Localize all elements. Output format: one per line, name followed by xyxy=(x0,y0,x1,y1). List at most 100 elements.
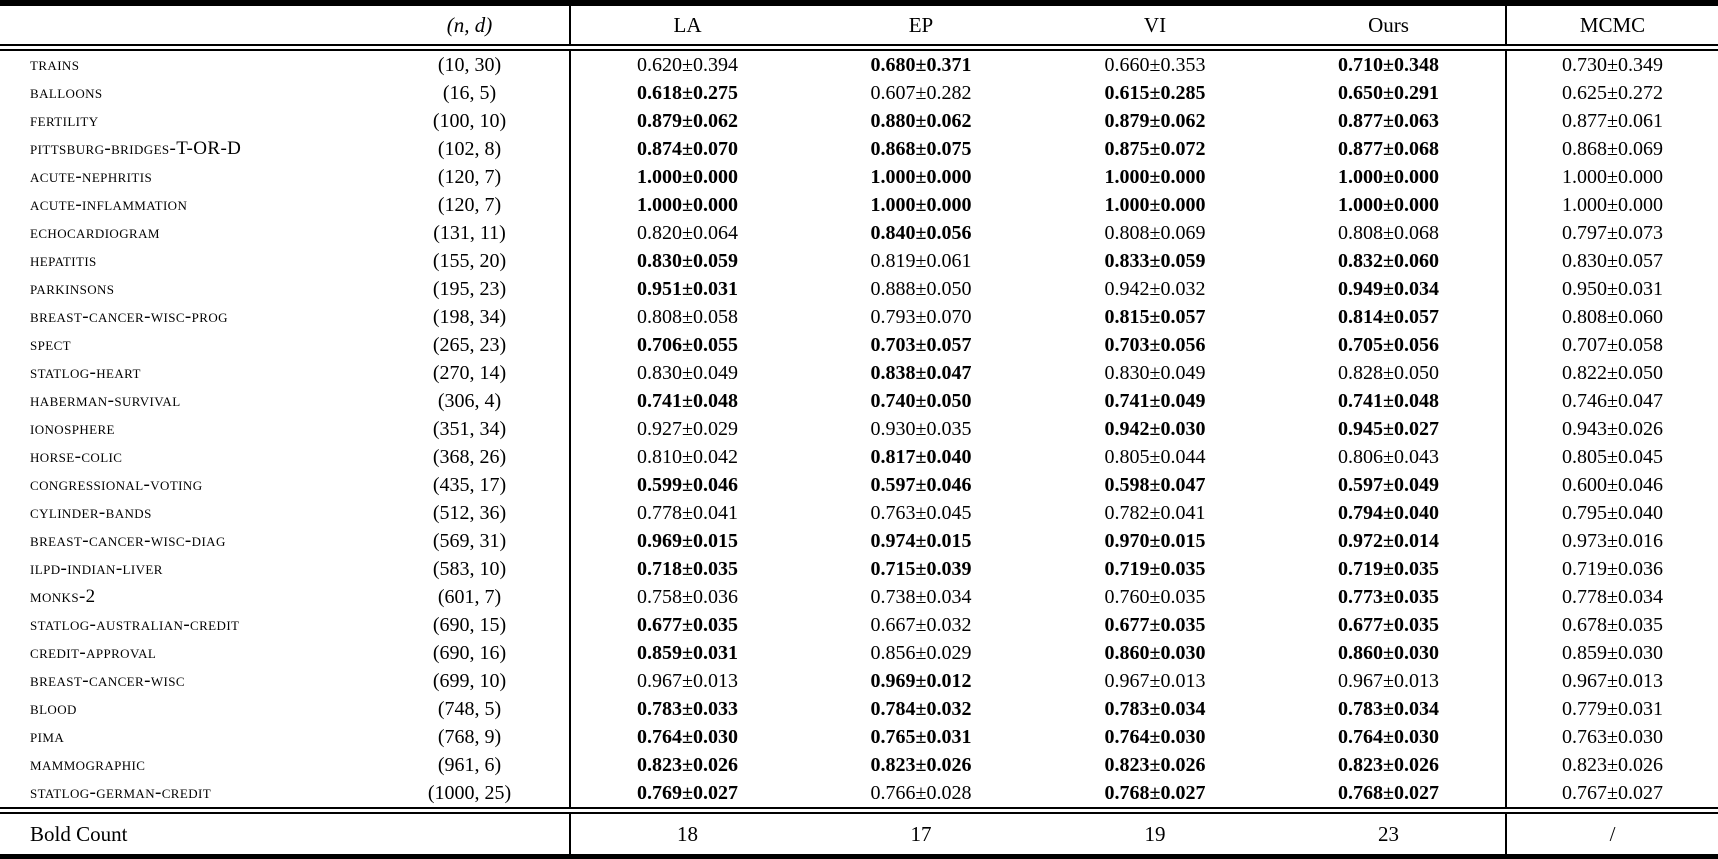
header-ep: EP xyxy=(908,12,934,37)
cell-vi: 0.967±0.013 xyxy=(1104,669,1206,692)
cell-ep: 0.703±0.057 xyxy=(870,333,972,356)
dataset-shape: (120, 7) xyxy=(437,193,502,216)
header-row: (n, d) LA EP VI Ours MCMC xyxy=(0,3,1718,48)
table-row: acute-nephritis (120, 7) 1.000±0.000 1.0… xyxy=(0,163,1718,191)
bold-count-ours: 23 xyxy=(1378,821,1399,846)
dataset-shape: (961, 6) xyxy=(437,753,502,776)
cell-la: 0.830±0.059 xyxy=(569,247,804,275)
cell-vi: 0.764±0.030 xyxy=(1104,725,1206,748)
cell-ours: 0.972±0.014 xyxy=(1338,529,1439,552)
cell-mcmc: 0.600±0.046 xyxy=(1505,471,1718,499)
cell-ours: 0.710±0.348 xyxy=(1338,53,1439,76)
bold-count-mcmc: / xyxy=(1505,810,1718,857)
cell-la: 0.810±0.042 xyxy=(569,443,804,471)
cell-la: 0.599±0.046 xyxy=(569,471,804,499)
table-row: spect (265, 23) 0.706±0.055 0.703±0.057 … xyxy=(0,331,1718,359)
cell-ours: 0.705±0.056 xyxy=(1338,333,1439,356)
dataset-name: credit-approval xyxy=(30,642,157,663)
cell-ep: 0.607±0.282 xyxy=(870,81,972,104)
dataset-shape: (131, 11) xyxy=(433,221,506,244)
cell-ours: 0.677±0.035 xyxy=(1338,613,1439,636)
dataset-name: horse-colic xyxy=(30,446,123,467)
cell-vi: 0.677±0.035 xyxy=(1104,613,1206,636)
cell-ep: 0.766±0.028 xyxy=(870,781,972,804)
cell-la: 0.823±0.026 xyxy=(569,751,804,779)
dataset-shape: (120, 7) xyxy=(437,165,502,188)
cell-ours: 0.806±0.043 xyxy=(1338,445,1439,468)
cell-la: 1.000±0.000 xyxy=(569,163,804,191)
cell-vi: 0.879±0.062 xyxy=(1104,109,1206,132)
cell-ours: 0.823±0.026 xyxy=(1338,753,1439,776)
cell-ours: 0.597±0.049 xyxy=(1338,473,1439,496)
cell-ours: 0.764±0.030 xyxy=(1338,725,1439,748)
cell-ep: 0.793±0.070 xyxy=(870,305,972,328)
dataset-name: echocardiogram xyxy=(30,222,160,243)
dataset-name: statlog-heart xyxy=(30,362,141,383)
cell-vi: 0.703±0.056 xyxy=(1104,333,1206,356)
table-row: breast-cancer-wisc-diag (569, 31) 0.969±… xyxy=(0,527,1718,555)
dataset-name: statlog-australian-credit xyxy=(30,614,240,635)
cell-la: 0.764±0.030 xyxy=(569,723,804,751)
cell-la: 0.874±0.070 xyxy=(569,135,804,163)
cell-ep: 1.000±0.000 xyxy=(870,165,972,188)
cell-vi: 0.760±0.035 xyxy=(1104,585,1206,608)
cell-la: 0.927±0.029 xyxy=(569,415,804,443)
cell-ours: 0.808±0.068 xyxy=(1338,221,1439,244)
table-row: acute-inflammation (120, 7) 1.000±0.000 … xyxy=(0,191,1718,219)
bold-count-row: Bold Count 18 17 19 23 / xyxy=(0,810,1718,857)
dataset-shape: (512, 36) xyxy=(432,501,507,524)
bold-count-label: Bold Count xyxy=(30,821,128,846)
cell-ep: 0.765±0.031 xyxy=(870,725,972,748)
cell-ours: 0.949±0.034 xyxy=(1338,277,1439,300)
dataset-name: fertility xyxy=(30,110,99,131)
cell-la: 0.706±0.055 xyxy=(569,331,804,359)
dataset-shape: (102, 8) xyxy=(437,137,502,160)
cell-vi: 0.719±0.035 xyxy=(1104,557,1206,580)
dataset-name: congressional-voting xyxy=(30,474,203,495)
dataset-name: pima xyxy=(30,726,65,747)
cell-mcmc: 0.746±0.047 xyxy=(1505,387,1718,415)
dataset-name: breast-cancer-wisc xyxy=(30,670,185,691)
cell-ours: 0.832±0.060 xyxy=(1338,249,1439,272)
cell-ep: 1.000±0.000 xyxy=(870,193,972,216)
cell-vi: 0.942±0.032 xyxy=(1104,277,1206,300)
cell-la: 0.718±0.035 xyxy=(569,555,804,583)
cell-ep: 0.856±0.029 xyxy=(870,641,972,664)
cell-vi: 0.768±0.027 xyxy=(1104,781,1206,804)
cell-la: 0.769±0.027 xyxy=(569,779,804,811)
cell-ep: 0.763±0.045 xyxy=(870,501,972,524)
cell-mcmc: 0.805±0.045 xyxy=(1505,443,1718,471)
cell-ours: 0.945±0.027 xyxy=(1338,417,1439,440)
dataset-name: breast-cancer-wisc-prog xyxy=(30,306,228,327)
dataset-shape: (768, 9) xyxy=(437,725,502,748)
cell-la: 0.618±0.275 xyxy=(569,79,804,107)
cell-ep: 0.823±0.026 xyxy=(870,753,972,776)
table-row: congressional-voting (435, 17) 0.599±0.0… xyxy=(0,471,1718,499)
cell-mcmc: 1.000±0.000 xyxy=(1505,163,1718,191)
cell-la: 0.967±0.013 xyxy=(569,667,804,695)
cell-vi: 0.860±0.030 xyxy=(1104,641,1206,664)
header-nd: (n, d) xyxy=(446,12,493,37)
cell-ep: 0.680±0.371 xyxy=(870,53,972,76)
table-row: ionosphere (351, 34) 0.927±0.029 0.930±0… xyxy=(0,415,1718,443)
cell-ours: 0.719±0.035 xyxy=(1338,557,1439,580)
dataset-name: balloons xyxy=(30,82,103,103)
cell-la: 0.758±0.036 xyxy=(569,583,804,611)
header-la: LA xyxy=(569,3,804,48)
cell-la: 0.951±0.031 xyxy=(569,275,804,303)
dataset-name: parkinsons xyxy=(30,278,115,299)
table-row: pittsburg-bridges-T-OR-D (102, 8) 0.874±… xyxy=(0,135,1718,163)
dataset-name: acute-nephritis xyxy=(30,166,153,187)
cell-ep: 0.784±0.032 xyxy=(870,697,972,720)
cell-mcmc: 0.763±0.030 xyxy=(1505,723,1718,751)
dataset-name: breast-cancer-wisc-diag xyxy=(30,530,226,551)
cell-ep: 0.969±0.012 xyxy=(870,669,972,692)
table-row: echocardiogram (131, 11) 0.820±0.064 0.8… xyxy=(0,219,1718,247)
cell-vi: 0.805±0.044 xyxy=(1104,445,1206,468)
cell-ours: 0.650±0.291 xyxy=(1338,81,1439,104)
cell-mcmc: 0.868±0.069 xyxy=(1505,135,1718,163)
cell-mcmc: 0.830±0.057 xyxy=(1505,247,1718,275)
cell-la: 0.741±0.048 xyxy=(569,387,804,415)
cell-mcmc: 0.950±0.031 xyxy=(1505,275,1718,303)
dataset-shape: (748, 5) xyxy=(437,697,502,720)
